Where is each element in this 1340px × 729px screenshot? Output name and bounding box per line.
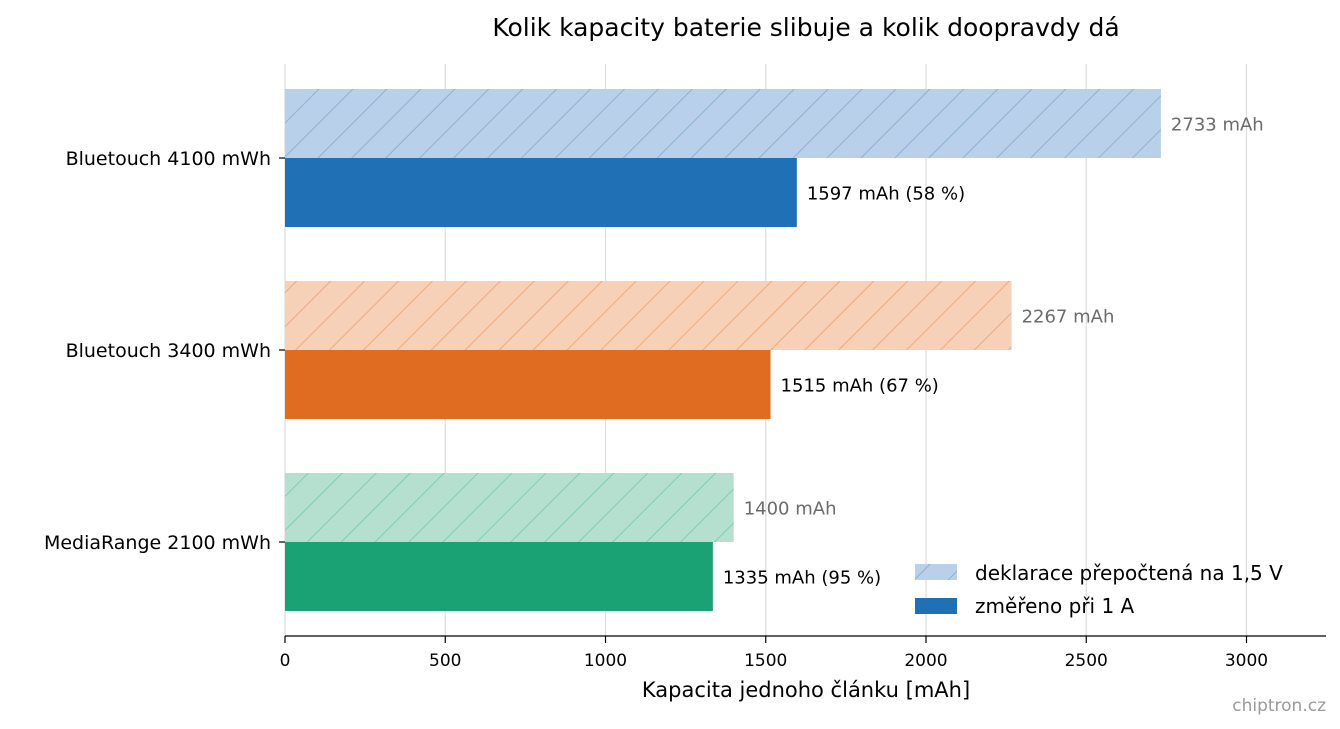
credit-text: chiptron.cz (1232, 696, 1326, 716)
category-label: MediaRange 2100 mWh (44, 532, 271, 554)
bar-label-declared: 2733 mAh (1171, 115, 1264, 136)
bars (285, 89, 1161, 611)
bar-declared (285, 473, 734, 542)
bar-label-measured: 1335 mAh (95 %) (723, 568, 881, 589)
chart-title: Kolik kapacity baterie slibuje a kolik d… (492, 13, 1119, 42)
x-axis: 0 500 1000 1500 2000 2500 3000 (280, 635, 1326, 671)
legend: deklarace přepočtená na 1,5 V změřeno př… (915, 561, 1283, 618)
x-tick-label: 2500 (1065, 651, 1108, 671)
legend-label-declared: deklarace přepočtená na 1,5 V (975, 561, 1283, 585)
legend-label-measured: změřeno při 1 A (975, 594, 1135, 618)
x-axis-label: Kapacita jednoho článku [mAh] (642, 678, 970, 702)
x-tick-label: 1500 (744, 651, 787, 671)
bar-label-measured: 1597 mAh (58 %) (807, 184, 965, 205)
category-label: Bluetouch 3400 mWh (66, 340, 271, 362)
bar-label-declared: 1400 mAh (744, 499, 837, 520)
x-tick-label: 0 (280, 651, 291, 671)
bar-declared (285, 281, 1012, 350)
category-label: Bluetouch 4100 mWh (66, 148, 271, 170)
bar-measured (285, 158, 797, 227)
category-labels: Bluetouch 4100 mWh Bluetouch 3400 mWh Medi… (44, 148, 285, 554)
bar-declared (285, 89, 1161, 158)
bar-label-declared: 2267 mAh (1022, 307, 1115, 328)
bar-labels: 2733 mAh 1597 mAh (58 %) 2267 mAh 1515 mAh … (723, 115, 1264, 589)
x-tick-label: 1000 (584, 651, 627, 671)
legend-swatch-measured (915, 598, 957, 614)
bar-label-measured: 1515 mAh (67 %) (781, 376, 939, 397)
x-tick-label: 3000 (1225, 651, 1268, 671)
x-tick-label: 2000 (904, 651, 947, 671)
x-tick-label: 500 (429, 651, 461, 671)
bar-measured (285, 542, 713, 611)
legend-swatch-declared (915, 564, 957, 580)
bar-measured (285, 350, 771, 419)
